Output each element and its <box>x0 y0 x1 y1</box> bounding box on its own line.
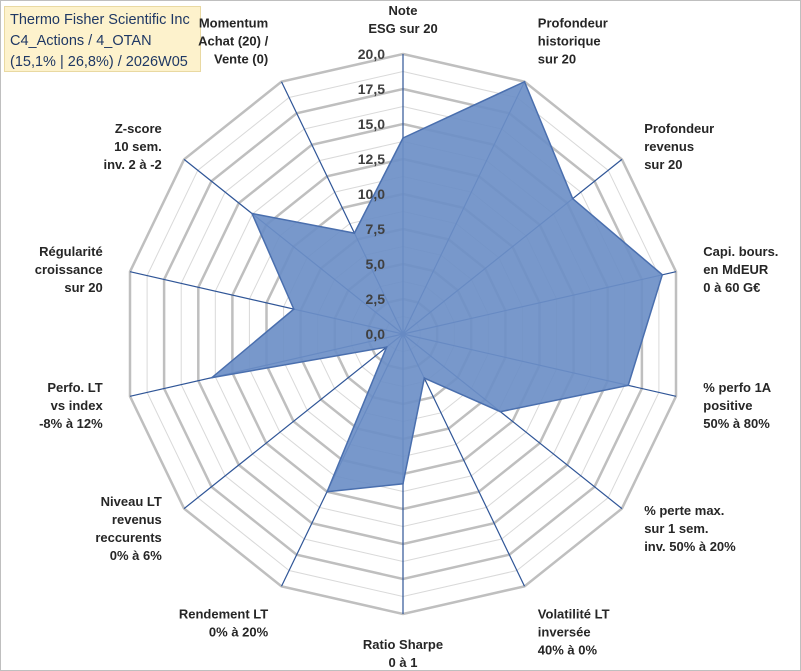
axis-label-line: inv. 2 à -2 <box>104 157 162 172</box>
axis-label-line: sur 1 sem. <box>644 521 708 536</box>
axis-label: Momentum Achat (20) / Vente (0) <box>198 15 268 66</box>
axis-label: % perfo 1A positive 50% à 80% <box>703 380 772 431</box>
axis-label-line: croissance <box>35 262 103 277</box>
tick-label: 17,5 <box>358 81 385 97</box>
axis-spoke <box>183 333 404 510</box>
axis-label-line: en MdEUR <box>703 262 769 277</box>
axis-label-line: Profondeur <box>644 121 714 136</box>
chart-title-box: Thermo Fisher Scientific Inc C4_Actions … <box>4 6 201 72</box>
axis-label: Capi. bours. en MdEUR 0 à 60 G€ <box>703 244 778 295</box>
axis-label-line: % perfo 1A <box>703 380 772 395</box>
axis-label-line: inv. 50% à 20% <box>644 539 736 554</box>
title-company: Thermo Fisher Scientific Inc <box>10 12 190 28</box>
axis-label-line: sur 20 <box>644 157 682 172</box>
data-point <box>385 346 388 348</box>
axis-label: Volatilité LT inversée 40% à 0% <box>538 607 610 658</box>
axis-label-line: sur 20 <box>64 280 102 295</box>
axis-label: Note ESG sur 20 <box>368 3 437 36</box>
axis-label-line: Vente (0) <box>214 51 268 66</box>
tick-label: 12,5 <box>358 151 385 167</box>
axis-label: Perfo. LT vs index -8% à 12% <box>39 380 103 431</box>
axis-label-line: revenus <box>112 512 162 527</box>
axis-label: % perte max. sur 1 sem. inv. 50% à 20% <box>644 503 736 554</box>
axis-label-line: 0% à 20% <box>209 625 269 640</box>
axis-label-line: Perfo. LT <box>47 380 102 395</box>
data-series <box>209 80 664 493</box>
axis-label-line: 0 à 1 <box>389 655 418 670</box>
axis-label: Niveau LT revenus reccurents 0% à 6% <box>95 494 162 563</box>
tick-label: 10,0 <box>358 186 385 202</box>
axis-label-line: historique <box>538 33 601 48</box>
data-point <box>523 80 526 83</box>
axis-label-line: vs index <box>51 398 104 413</box>
title-category: C4_Actions / 4_OTAN <box>10 33 152 49</box>
data-point <box>661 274 664 276</box>
axis-label-line: Niveau LT <box>101 494 162 509</box>
data-point <box>326 490 328 493</box>
axis-label-line: Régularité <box>39 244 103 259</box>
tick-label: 0,0 <box>366 326 386 342</box>
axis-label: Régularité croissance sur 20 <box>35 244 103 295</box>
data-point <box>423 377 426 379</box>
axis-label: Rendement LT 0% à 20% <box>179 607 269 640</box>
tick-label: 15,0 <box>358 116 385 132</box>
axis-label: Profondeur historique sur 20 <box>538 15 608 66</box>
axis-label-line: Profondeur <box>538 15 608 30</box>
axis-label-line: Ratio Sharpe <box>363 637 443 652</box>
axis-label: Profondeur revenus sur 20 <box>644 121 714 172</box>
data-point <box>402 483 404 485</box>
data-point <box>402 137 404 139</box>
axis-label: Ratio Sharpe 0 à 1 <box>363 637 443 670</box>
tick-label: 7,5 <box>366 221 386 237</box>
data-point <box>293 308 295 310</box>
data-point <box>499 410 502 413</box>
axis-label-line: inversée <box>538 625 591 640</box>
tick-label: 20,0 <box>358 46 385 62</box>
axis-label: Z-score 10 sem. inv. 2 à -2 <box>104 121 162 172</box>
axis-label-line: 40% à 0% <box>538 643 598 658</box>
axis-label-line: 10 sem. <box>114 139 162 154</box>
axis-label-line: positive <box>703 398 752 413</box>
axis-label-line: Achat (20) / <box>198 33 268 48</box>
axis-label-line: sur 20 <box>538 51 576 66</box>
title-stats: (15,1% | 26,8%) / 2026W05 <box>10 54 188 70</box>
data-point <box>627 384 629 387</box>
data-point <box>571 197 574 200</box>
tick-label: 5,0 <box>366 256 386 272</box>
data-point <box>211 376 213 379</box>
axis-label-line: Capi. bours. <box>703 244 778 259</box>
axis-label-line: Momentum <box>199 15 268 30</box>
axis-label-line: Note <box>389 3 418 18</box>
data-point <box>251 212 253 215</box>
axis-label-line: -8% à 12% <box>39 416 103 431</box>
axis-label-line: Z-score <box>115 121 162 136</box>
data-point <box>353 232 356 234</box>
axis-label-line: 50% à 80% <box>703 416 770 431</box>
axis-label-line: reccurents <box>95 530 161 545</box>
axis-label-line: % perte max. <box>644 503 724 518</box>
axis-label-line: Rendement LT <box>179 607 268 622</box>
axis-label-line: ESG sur 20 <box>368 21 437 36</box>
axis-label-line: 0 à 60 G€ <box>703 280 760 295</box>
axis-label-line: Volatilité LT <box>538 607 610 622</box>
axis-label-line: revenus <box>644 139 694 154</box>
axis-labels: Note ESG sur 20 Profondeur historique sur 20… <box>35 3 779 670</box>
axis-label-line: 0% à 6% <box>110 548 162 563</box>
tick-label: 2,5 <box>366 291 386 307</box>
tick-labels: 0,0 2,5 5,0 7,5 10,0 12,5 15,0 17,5 20,0 <box>358 46 385 342</box>
